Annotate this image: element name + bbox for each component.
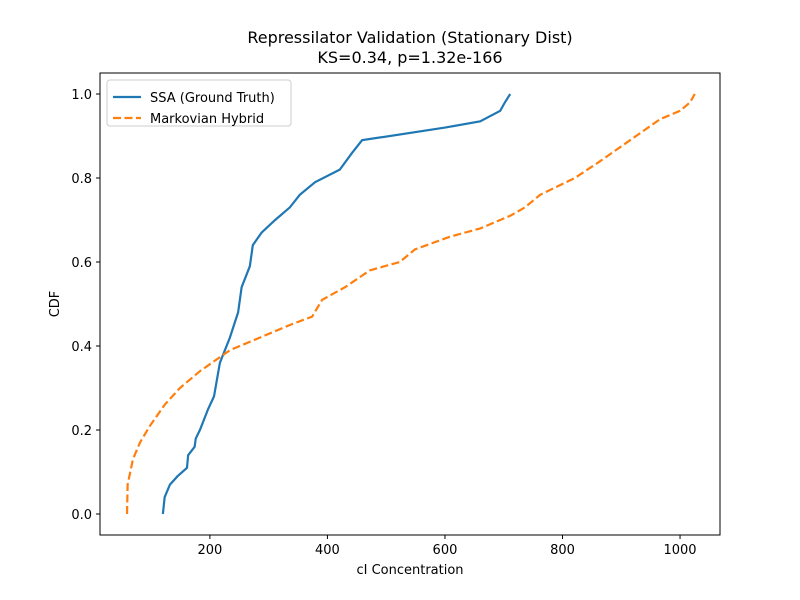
cdf-line — [161, 93, 512, 515]
plot-frame — [99, 72, 721, 536]
y-tick-label: 0.4 — [71, 340, 92, 355]
x-tick-label: 1000 — [663, 543, 696, 558]
y-tick-label: 0.0 — [71, 508, 92, 523]
x-tick-label: 600 — [433, 543, 458, 558]
y-axis-label: CDF — [48, 291, 63, 318]
y-tick-label: 0.2 — [71, 424, 92, 439]
x-axis-label: cI Concentration — [356, 563, 463, 578]
legend-label: Markovian Hybrid — [150, 112, 264, 127]
x-tick-label: 200 — [197, 543, 222, 558]
x-tick-label: 800 — [550, 543, 575, 558]
y-tick-label: 1.0 — [71, 88, 92, 103]
y-tick-label: 0.8 — [71, 172, 92, 187]
legend-label: SSA (Ground Truth) — [150, 91, 275, 106]
chart-title: Repressilator Validation (Stationary Dis… — [247, 28, 572, 47]
legend-box — [106, 79, 292, 127]
x-tick-label: 400 — [315, 543, 340, 558]
y-tick-label: 0.6 — [71, 256, 92, 271]
cdf-line — [125, 93, 696, 515]
chart-subtitle: KS=0.34, p=1.32e-166 — [317, 48, 502, 67]
